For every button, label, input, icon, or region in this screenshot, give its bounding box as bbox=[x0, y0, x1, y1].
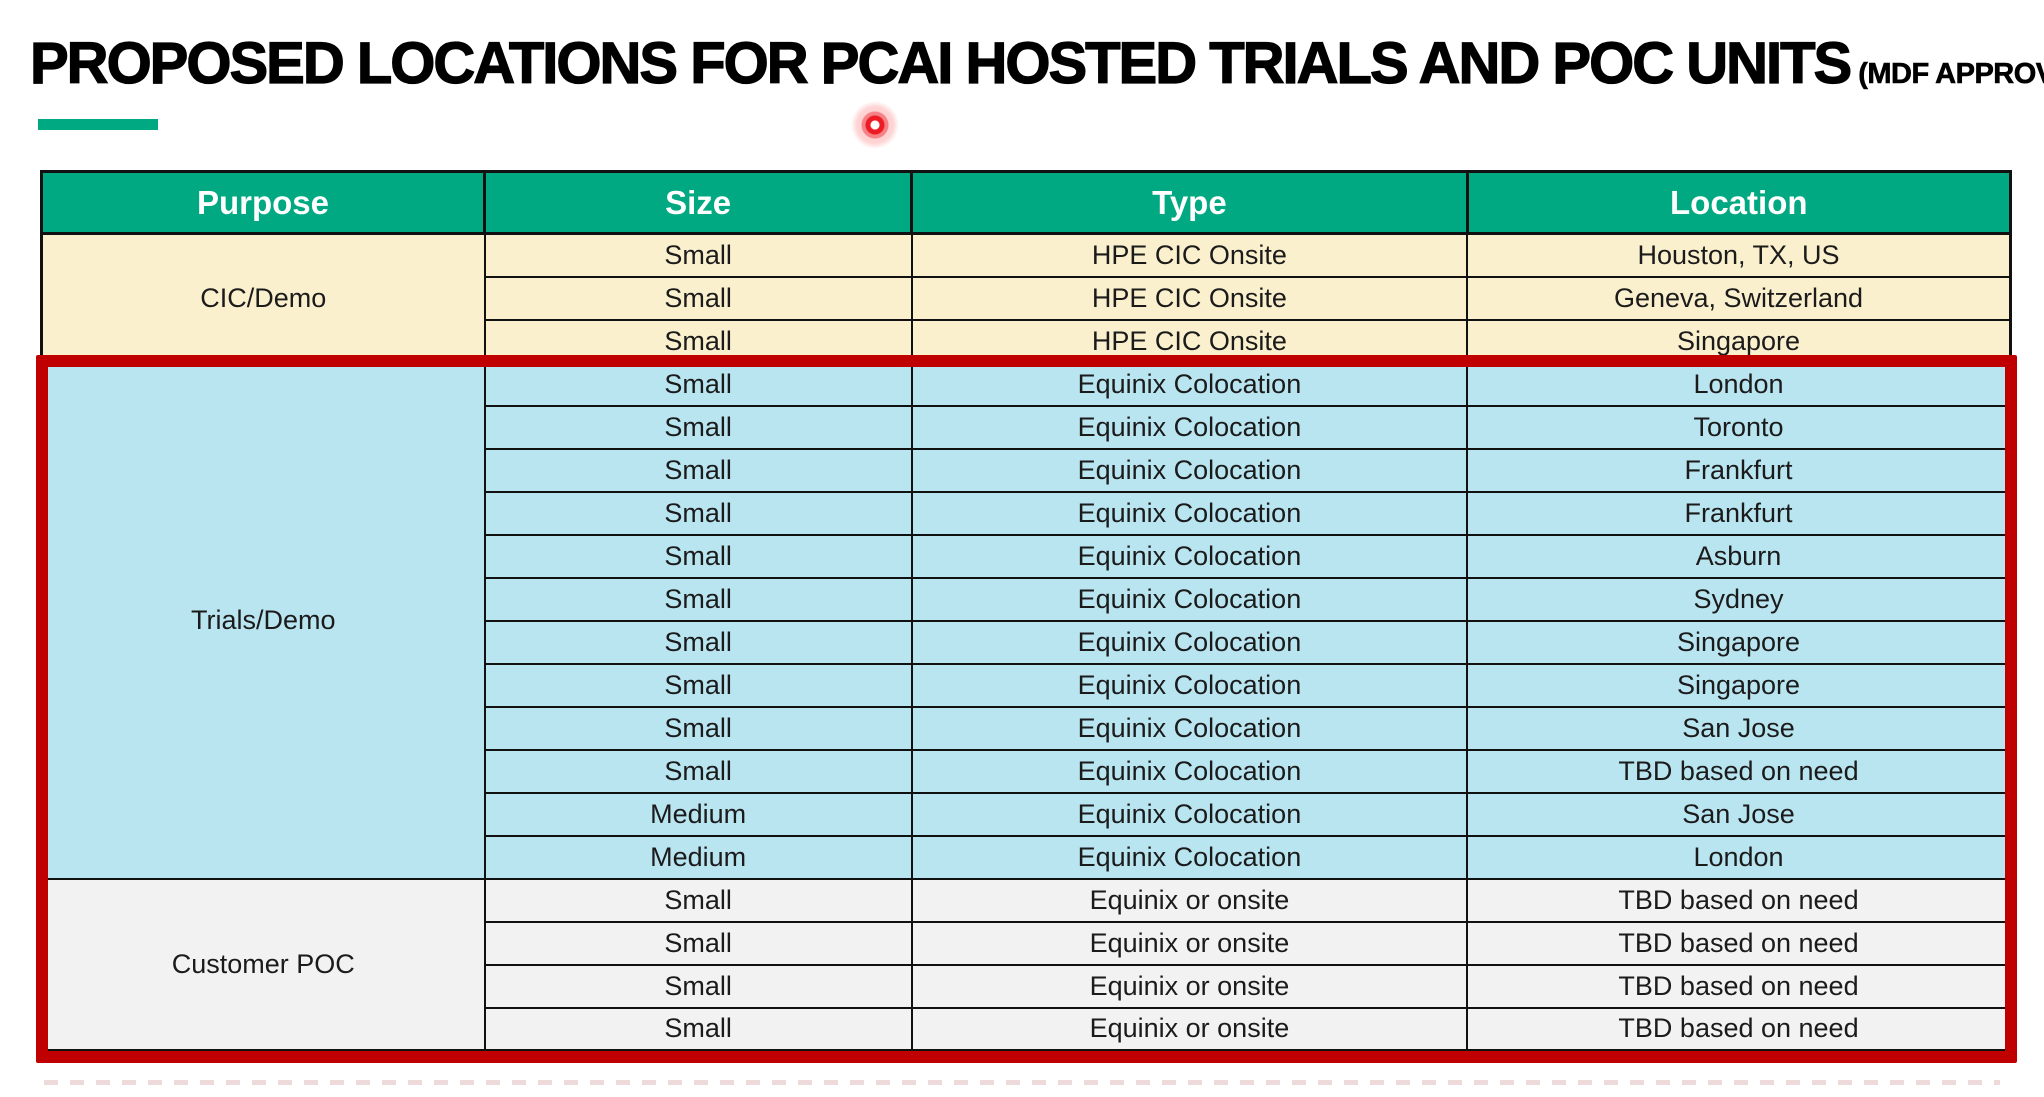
table-row: Customer POC Small Equinix or onsite TBD ba… bbox=[40, 877, 2012, 1052]
laser-pointer-dot bbox=[851, 101, 899, 149]
type-cell: Equinix or onsite bbox=[910, 877, 1469, 923]
table-row: Small HPE CIC Onsite Geneva, Switzerland bbox=[41, 275, 2012, 321]
size-cell: Small bbox=[483, 447, 913, 493]
location-cell: TBD based on need bbox=[1466, 1006, 2012, 1052]
size-cell: Small bbox=[483, 533, 913, 579]
type-cell: Equinix Colocation bbox=[910, 361, 1469, 407]
table-header: Purpose Size Type Location bbox=[39, 170, 2013, 235]
size-cell: Small bbox=[483, 576, 913, 622]
size-cell: Small bbox=[483, 748, 913, 794]
column-header-type: Type bbox=[910, 170, 1469, 235]
size-cell: Small bbox=[483, 662, 913, 708]
size-cell: Medium bbox=[483, 834, 913, 880]
type-cell: HPE CIC Onsite bbox=[910, 275, 1469, 321]
size-cell: Small bbox=[483, 963, 913, 1009]
column-header-purpose: Purpose bbox=[39, 170, 487, 235]
type-cell: HPE CIC Onsite bbox=[910, 318, 1469, 364]
table-row: Trials/Demo Small Equinix Colocation London bbox=[40, 361, 2012, 880]
table-row: Small Equinix Colocation Asburn bbox=[41, 533, 2012, 579]
size-cell: Small bbox=[483, 275, 913, 321]
table-body: CIC/Demo Small HPE CIC Onsite Houston, TX, … bbox=[40, 232, 2012, 1052]
location-cell: TBD based on need bbox=[1466, 920, 2012, 966]
type-cell: Equinix Colocation bbox=[910, 404, 1469, 450]
size-cell: Small bbox=[483, 877, 913, 923]
size-cell: Small bbox=[483, 361, 913, 407]
location-cell: Geneva, Switzerland bbox=[1466, 275, 2012, 321]
location-cell: Asburn bbox=[1466, 533, 2012, 579]
column-header-size: Size bbox=[483, 170, 914, 235]
location-cell: Frankfurt bbox=[1466, 490, 2012, 536]
table-row: Medium Equinix Colocation London bbox=[41, 834, 2012, 880]
type-cell: Equinix Colocation bbox=[910, 834, 1469, 880]
page-title-suffix: (MDF APPROVED) bbox=[1858, 58, 2044, 91]
type-cell: Equinix Colocation bbox=[910, 705, 1469, 751]
size-cell: Small bbox=[483, 318, 913, 364]
location-cell: London bbox=[1466, 361, 2012, 407]
type-cell: Equinix or onsite bbox=[910, 1006, 1469, 1052]
location-cell: London bbox=[1466, 834, 2012, 880]
size-cell: Small bbox=[483, 619, 913, 665]
location-cell: Singapore bbox=[1466, 662, 2012, 708]
location-cell: Houston, TX, US bbox=[1466, 232, 2012, 278]
type-cell: Equinix Colocation bbox=[910, 533, 1469, 579]
location-cell: TBD based on need bbox=[1466, 963, 2012, 1009]
location-cell: San Jose bbox=[1466, 791, 2012, 837]
type-cell: Equinix Colocation bbox=[910, 447, 1469, 493]
type-cell: Equinix Colocation bbox=[910, 748, 1469, 794]
type-cell: Equinix Colocation bbox=[910, 791, 1469, 837]
location-cell: Singapore bbox=[1466, 318, 2012, 364]
column-header-location: Location bbox=[1465, 170, 2013, 235]
size-cell: Small bbox=[483, 705, 913, 751]
size-cell: Small bbox=[483, 232, 913, 278]
table-header-row: Purpose Size Type Location bbox=[39, 170, 2013, 235]
purpose-cell-customer-poc: Customer POC bbox=[40, 877, 486, 1052]
size-cell: Small bbox=[483, 490, 913, 536]
location-cell: Singapore bbox=[1466, 619, 2012, 665]
title-underline-bar bbox=[38, 119, 158, 130]
table-row: CIC/Demo Small HPE CIC Onsite Houston, TX, … bbox=[40, 232, 2012, 364]
location-cell: TBD based on need bbox=[1466, 877, 2012, 923]
type-cell: HPE CIC Onsite bbox=[910, 232, 1469, 278]
size-cell: Small bbox=[483, 1006, 913, 1052]
table-row: Small Equinix or onsite TBD based on need bbox=[41, 963, 2012, 1009]
location-cell: Toronto bbox=[1466, 404, 2012, 450]
type-cell: Equinix Colocation bbox=[910, 576, 1469, 622]
purpose-cell-trials-demo: Trials/Demo bbox=[40, 361, 486, 880]
table-row: Small Equinix Colocation Singapore bbox=[41, 662, 2012, 708]
size-cell: Small bbox=[483, 404, 913, 450]
location-cell: San Jose bbox=[1466, 705, 2012, 751]
type-cell: Equinix or onsite bbox=[910, 963, 1469, 1009]
size-cell: Medium bbox=[483, 791, 913, 837]
page-title: PROPOSED LOCATIONS FOR PCAI HOSTED TRIAL… bbox=[29, 30, 2044, 97]
location-cell: Frankfurt bbox=[1466, 447, 2012, 493]
purpose-cell-cic-demo: CIC/Demo bbox=[40, 232, 486, 364]
type-cell: Equinix Colocation bbox=[910, 619, 1469, 665]
page-title-main: PROPOSED LOCATIONS FOR PCAI HOSTED TRIAL… bbox=[29, 30, 1852, 96]
table-row: Small Equinix Colocation Frankfurt bbox=[41, 447, 2012, 493]
location-cell: Sydney bbox=[1466, 576, 2012, 622]
faded-artifact-strip bbox=[44, 1080, 2000, 1085]
type-cell: Equinix Colocation bbox=[910, 490, 1469, 536]
type-cell: Equinix Colocation bbox=[910, 662, 1469, 708]
locations-table: Purpose Size Type Location CIC/Demo Small… bbox=[39, 170, 2013, 1052]
size-cell: Small bbox=[483, 920, 913, 966]
location-cell: TBD based on need bbox=[1466, 748, 2012, 794]
type-cell: Equinix or onsite bbox=[910, 920, 1469, 966]
